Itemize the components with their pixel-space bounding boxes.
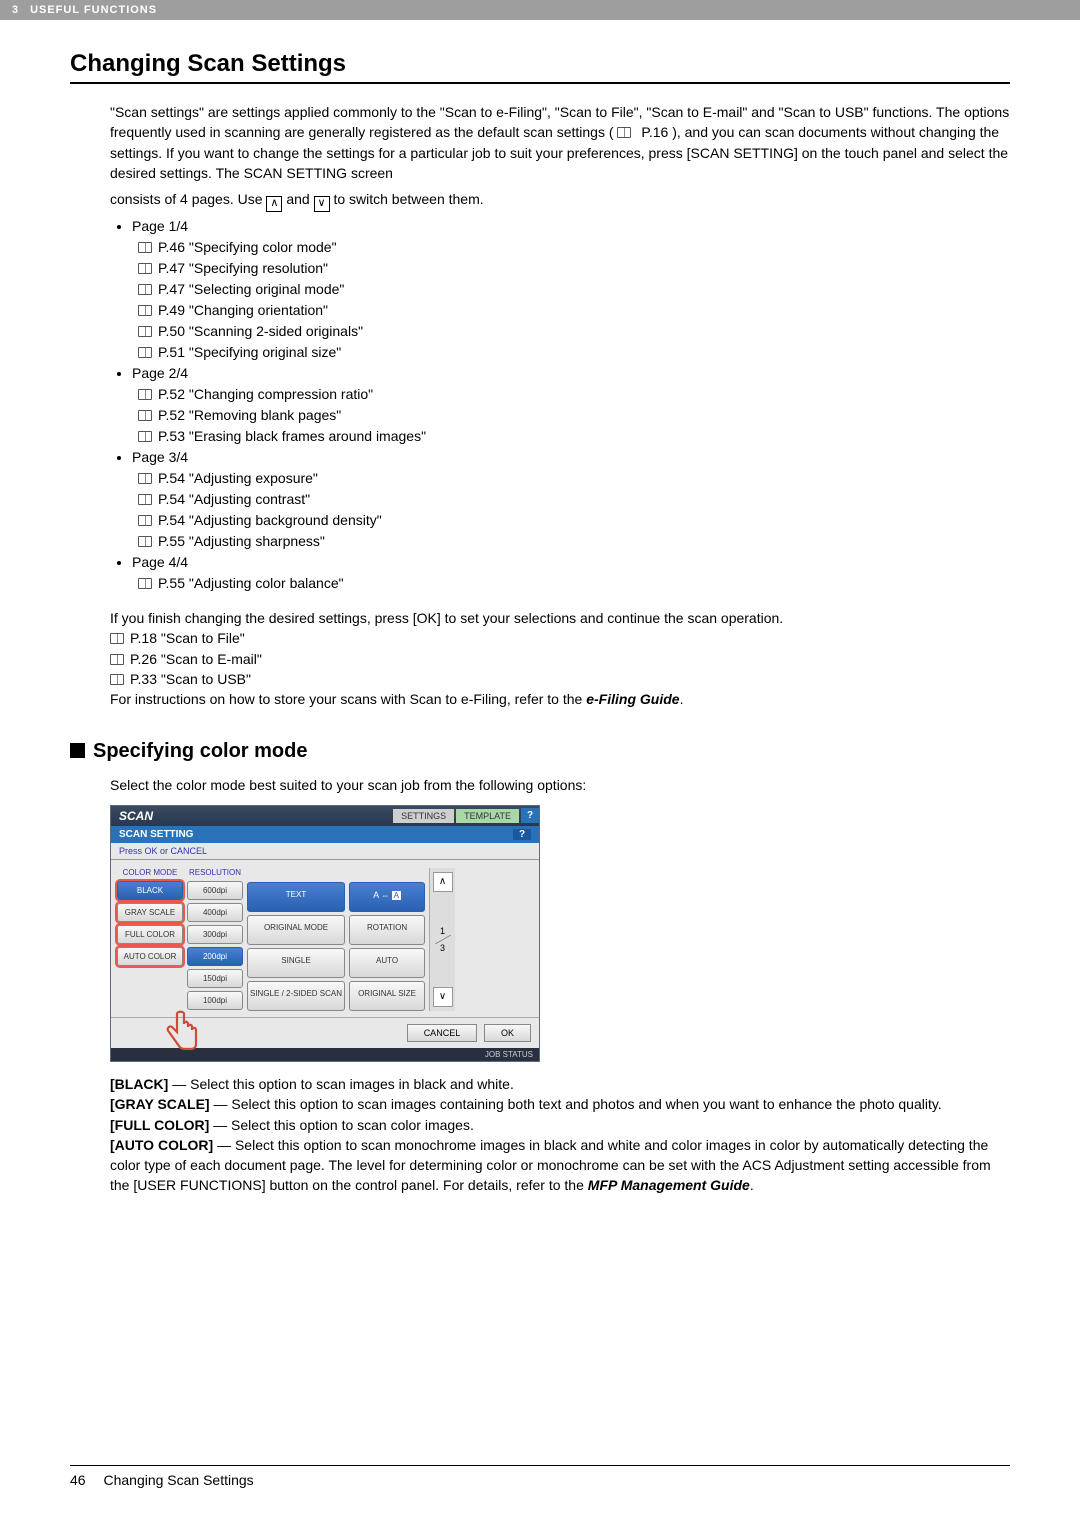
page-up-button[interactable]: ∧: [433, 872, 453, 892]
panel-option-button[interactable]: SINGLE: [247, 948, 345, 978]
panel-option-button[interactable]: TEXT: [247, 882, 345, 912]
page-down-button[interactable]: ∨: [433, 987, 453, 1007]
page-ref-item: P.51 "Specifying original size": [138, 342, 1010, 363]
page-group: Page 1/4P.46 "Specifying color mode"P.47…: [132, 216, 1010, 363]
help-icon[interactable]: ?: [521, 808, 539, 823]
panel-scan-label: SCAN: [111, 806, 393, 826]
page-ref-item: P.50 "Scanning 2-sided originals": [138, 321, 1010, 342]
panel-option-button[interactable]: GRAY SCALE: [117, 903, 183, 922]
panel-option-button[interactable]: 400dpi: [187, 903, 243, 922]
panel-option-button[interactable]: SINGLE / 2-SIDED SCAN: [247, 981, 345, 1011]
job-status[interactable]: JOB STATUS: [485, 1050, 533, 1059]
panel-hint: Press OK or CANCEL: [111, 843, 539, 860]
page-footer: 46 Changing Scan Settings: [70, 1465, 1010, 1488]
page-ref-item: P.46 "Specifying color mode": [138, 237, 1010, 258]
down-arrow-icon: ∨: [314, 196, 330, 212]
page-scroller: ∧ 1 3 ∨: [429, 868, 455, 1011]
panel-option-button[interactable]: AUTO: [349, 948, 425, 978]
panel-option-button[interactable]: 100dpi: [187, 991, 243, 1010]
page-ref-item: P.47 "Specifying resolution": [138, 258, 1010, 279]
option-desc: [BLACK] — Select this option to scan ima…: [110, 1074, 1010, 1094]
page-ref-item: P.49 "Changing orientation": [138, 300, 1010, 321]
chapter-title: USEFUL FUNCTIONS: [30, 4, 157, 16]
screenshot-panel: SCAN SETTINGS TEMPLATE ? SCAN SETTING ? …: [110, 805, 1010, 1062]
option-desc: [FULL COLOR] — Select this option to sca…: [110, 1115, 1010, 1135]
page-ref-item: P.54 "Adjusting exposure": [138, 468, 1010, 489]
page-ref-item: P.54 "Adjusting contrast": [138, 489, 1010, 510]
note-ref: P.33 "Scan to USB": [110, 669, 1010, 689]
chapter-header: 3 USEFUL FUNCTIONS: [0, 0, 1080, 20]
panel-option-button[interactable]: ORIGINAL SIZE: [349, 981, 425, 1011]
panel-option-button[interactable]: 600dpi: [187, 881, 243, 900]
panel-option-button[interactable]: ROTATION: [349, 915, 425, 945]
page-ref-item: P.52 "Removing blank pages": [138, 405, 1010, 426]
panel-option-button[interactable]: 200dpi: [187, 947, 243, 966]
section-heading: Specifying color mode: [70, 740, 1010, 763]
panel-option-button[interactable]: 300dpi: [187, 925, 243, 944]
page-ref-item: P.54 "Adjusting background density": [138, 510, 1010, 531]
note-block: If you finish changing the desired setti…: [110, 608, 1010, 709]
page-title: Changing Scan Settings: [70, 50, 1010, 84]
option-desc: [GRAY SCALE] — Select this option to sca…: [110, 1094, 1010, 1114]
pointer-hand-icon: [160, 1010, 200, 1065]
note-ref: P.18 "Scan to File": [110, 628, 1010, 648]
page-list: Page 1/4P.46 "Specifying color mode"P.47…: [118, 216, 1010, 594]
panel-subtitle: SCAN SETTING: [119, 829, 193, 840]
panel-option-button[interactable]: AUTO COLOR: [117, 947, 183, 966]
panel-option-button[interactable]: BLACK: [117, 881, 183, 900]
note-ref: P.26 "Scan to E-mail": [110, 649, 1010, 669]
chapter-number: 3: [12, 4, 26, 16]
ok-button[interactable]: OK: [484, 1024, 531, 1042]
panel-template-tab[interactable]: TEMPLATE: [456, 809, 519, 823]
book-icon: [617, 127, 631, 138]
page-ref-item: P.55 "Adjusting color balance": [138, 573, 1010, 594]
panel-option-button[interactable]: FULL COLOR: [117, 925, 183, 944]
options-block: [BLACK] — Select this option to scan ima…: [110, 1074, 1010, 1196]
section-desc: Select the color mode best suited to you…: [110, 775, 1010, 795]
page-ref-item: P.55 "Adjusting sharpness": [138, 531, 1010, 552]
page-ref-item: P.47 "Selecting original mode": [138, 279, 1010, 300]
page-ref-item: P.53 "Erasing black frames around images…: [138, 426, 1010, 447]
page-group: Page 2/4P.52 "Changing compression ratio…: [132, 363, 1010, 447]
option-desc: [AUTO COLOR] — Select this option to sca…: [110, 1135, 1010, 1196]
intro-paragraph: "Scan settings" are settings applied com…: [110, 102, 1010, 183]
help-icon-2[interactable]: ?: [513, 829, 531, 840]
panel-option-button[interactable]: A ⇔ A: [349, 882, 425, 912]
cancel-button[interactable]: CANCEL: [407, 1024, 478, 1042]
panel-settings-tab[interactable]: SETTINGS: [393, 809, 454, 823]
up-arrow-icon: ∧: [266, 196, 282, 212]
panel-option-button[interactable]: 150dpi: [187, 969, 243, 988]
page-group: Page 3/4P.54 "Adjusting exposure"P.54 "A…: [132, 447, 1010, 552]
panel-option-button[interactable]: ORIGINAL MODE: [247, 915, 345, 945]
page-ref-item: P.52 "Changing compression ratio": [138, 384, 1010, 405]
intro-paragraph-2: consists of 4 pages. Use ∧ and ∨ to swit…: [110, 189, 1010, 212]
page-group: Page 4/4P.55 "Adjusting color balance": [132, 552, 1010, 594]
